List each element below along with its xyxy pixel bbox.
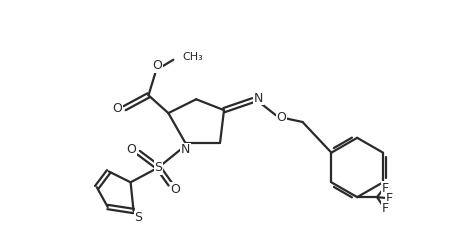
Text: F: F (381, 202, 389, 215)
Text: O: O (277, 110, 286, 123)
Text: F: F (385, 192, 393, 205)
Text: O: O (170, 183, 180, 196)
Text: F: F (381, 182, 389, 195)
Text: S: S (134, 211, 143, 224)
Text: N: N (181, 143, 190, 156)
Text: N: N (254, 92, 263, 105)
Text: O: O (113, 102, 123, 115)
Text: CH₃: CH₃ (182, 52, 203, 62)
Text: S: S (154, 161, 163, 174)
Text: O: O (127, 143, 137, 156)
Text: O: O (153, 59, 163, 72)
